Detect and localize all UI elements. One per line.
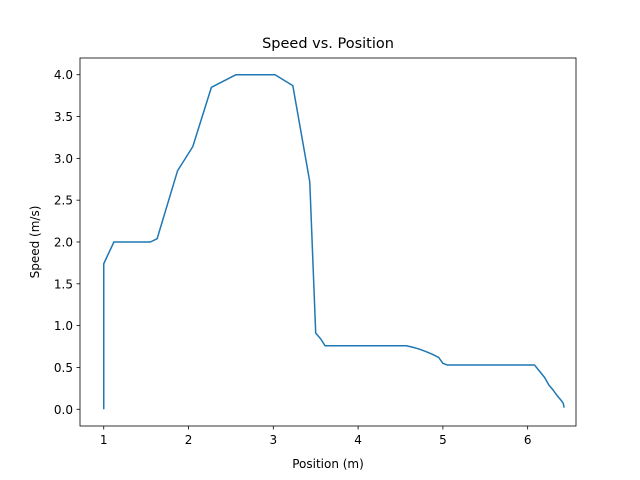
x-tick-label: 1 <box>100 433 108 447</box>
plot-area <box>80 58 576 426</box>
y-tick-label: 1.5 <box>54 277 73 291</box>
x-axis-label: Position (m) <box>292 457 364 471</box>
tick-layer: 1 2 3 4 5 6 0.0 0.5 1.0 1.5 2.0 2.5 3.0 3.5 4.0 <box>54 68 532 447</box>
y-tick-label: 1.0 <box>54 319 73 333</box>
x-tick-label: 2 <box>185 433 193 447</box>
x-tick-label: 4 <box>354 433 362 447</box>
x-tick-label: 5 <box>439 433 447 447</box>
plot-frame <box>79 57 577 427</box>
y-tick-label: 3.0 <box>54 152 73 166</box>
y-tick-label: 0.5 <box>54 361 73 375</box>
y-tick-label: 3.5 <box>54 110 73 124</box>
y-axis-label: Speed (m/s) <box>28 206 42 279</box>
y-tick-label: 4.0 <box>54 68 73 82</box>
x-tick-label: 3 <box>269 433 277 447</box>
chart-title: Speed vs. Position <box>262 36 394 52</box>
y-tick-label: 0.0 <box>54 403 73 417</box>
y-tick-label: 2.0 <box>54 236 73 250</box>
series-layer <box>102 73 565 410</box>
series-line <box>102 73 565 410</box>
y-tick-label: 2.5 <box>54 194 73 208</box>
x-tick-label: 6 <box>524 433 532 447</box>
